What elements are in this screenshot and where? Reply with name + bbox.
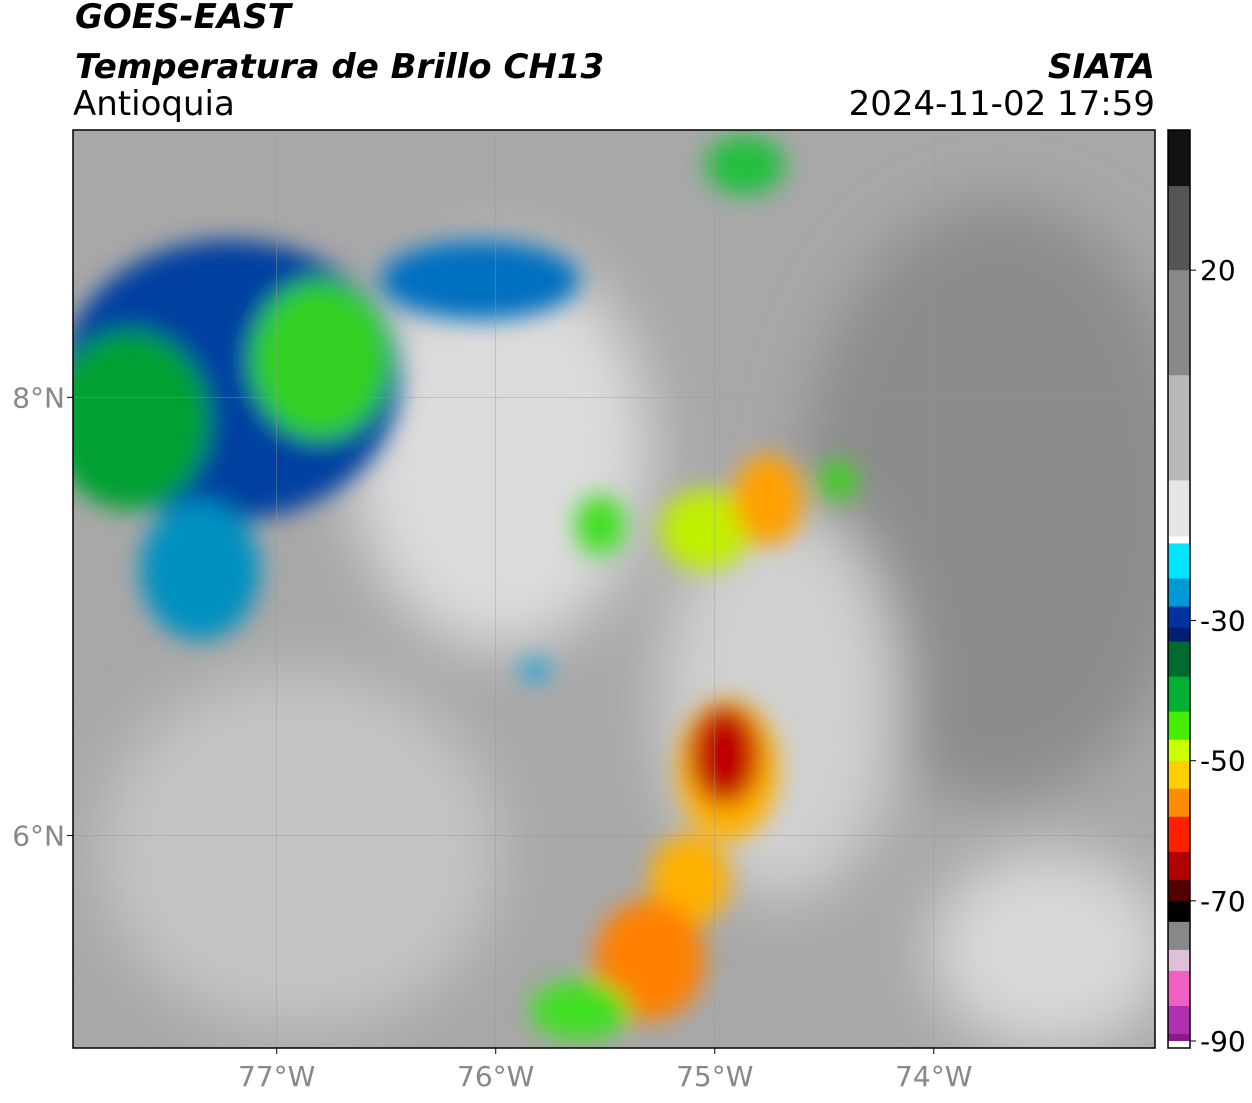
y-tick-label: 6°N xyxy=(12,819,65,852)
colorbar-tick-label: 20 xyxy=(1200,254,1236,287)
colorbar-segment xyxy=(1168,900,1190,923)
x-tick-label: 77°W xyxy=(238,1060,315,1093)
y-tick-label: 8°N xyxy=(12,381,65,414)
x-tick-label: 75°W xyxy=(676,1060,753,1093)
colorbar-segment xyxy=(1168,1005,1190,1035)
satellite-image xyxy=(73,130,1155,1048)
colorbar-segment xyxy=(1168,480,1190,537)
colorbar-segment xyxy=(1168,270,1190,376)
region: Antioquia xyxy=(73,84,235,124)
colorbar-segment xyxy=(1168,641,1190,678)
colorbar-segment xyxy=(1168,970,1190,1007)
colorbar-segment xyxy=(1168,536,1190,544)
x-tick-label: 76°W xyxy=(457,1060,534,1093)
colorbar-segment xyxy=(1168,949,1190,972)
colorbar-segment xyxy=(1168,676,1190,713)
datetime: 2024-11-02 17:59 xyxy=(849,84,1155,124)
colorbar-tick-label: -70 xyxy=(1200,885,1246,918)
colorbar-tick-label: -50 xyxy=(1200,745,1246,778)
colorbar-segment xyxy=(1168,921,1190,951)
colorbar-segment xyxy=(1168,606,1190,629)
colorbar-segment xyxy=(1168,130,1190,187)
colorbar-segment xyxy=(1168,816,1190,853)
colorbar-segment xyxy=(1168,739,1190,762)
colorbar-frame xyxy=(1167,129,1191,1049)
subtitle: Temperatura de Brillo CH13 xyxy=(75,47,604,87)
colorbar-segment xyxy=(1168,186,1190,271)
colorbar-segment xyxy=(1168,711,1190,741)
x-tick-label: 74°W xyxy=(895,1060,972,1093)
colorbar-segment xyxy=(1168,851,1190,881)
colorbar-segment xyxy=(1168,1033,1190,1042)
title: GOES-EAST xyxy=(75,0,294,37)
colorbar-tick-label: -90 xyxy=(1200,1025,1246,1058)
colorbar-segment xyxy=(1168,760,1190,790)
colorbar-segment xyxy=(1168,578,1190,608)
colorbar-segment xyxy=(1168,788,1190,818)
colorbar-segment xyxy=(1168,1040,1190,1049)
grid: 77°W 76°W 75°W 74°W 8°N 6°N xyxy=(12,130,1155,1093)
colorbar-segment xyxy=(1168,627,1190,643)
colorbar-segment xyxy=(1168,375,1190,481)
map-frame xyxy=(72,129,1156,1049)
source: SIATA xyxy=(1048,47,1155,87)
colorbar: 20 -30 -50 -70 -90 xyxy=(1168,130,1246,1058)
colorbar-tick-label: -30 xyxy=(1200,605,1246,638)
colorbar-segment xyxy=(1168,879,1190,902)
colorbar-segment xyxy=(1168,543,1190,579)
